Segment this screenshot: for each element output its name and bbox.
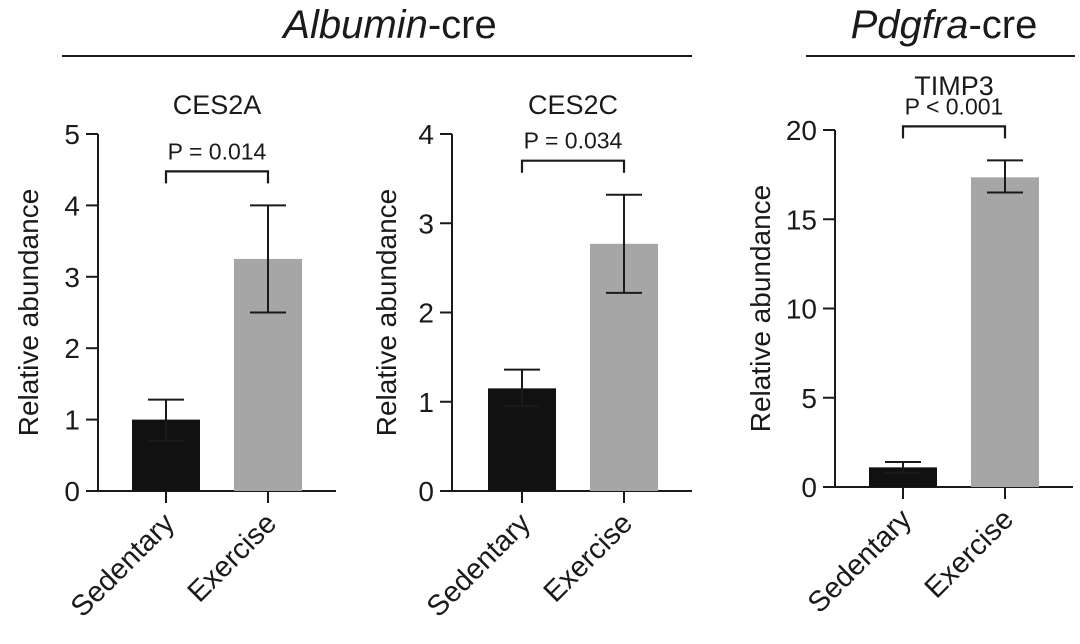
y-tick-label: 4 — [64, 190, 80, 221]
y-tick-label: 5 — [64, 119, 80, 150]
chart-panel-ces2a: CES2A Relative abundance 0 1 2 3 4 5 Sedentary Ex… — [13, 90, 336, 623]
significance-bracket — [901, 125, 1007, 139]
x-tick-label-sedentary: Sedentary — [802, 503, 918, 619]
y-axis-label: Relative abundance — [13, 189, 44, 437]
y-tick-label: 2 — [418, 298, 434, 329]
y-tick-label: 0 — [64, 476, 80, 507]
y-axis-label: Relative abundance — [745, 185, 776, 433]
y-tick-label: 20 — [786, 115, 817, 146]
p-value-annotation: P = 0.014 — [168, 138, 267, 164]
p-value-annotation: P = 0.034 — [524, 128, 623, 154]
y-tick-label: 15 — [786, 204, 817, 235]
x-tick-label-sedentary: Sedentary — [421, 507, 537, 623]
y-tick-label: 1 — [418, 387, 434, 418]
y-tick-label: 5 — [801, 383, 817, 414]
p-value-annotation: P < 0.001 — [905, 93, 1004, 119]
significance-bracket — [520, 159, 626, 173]
group-label-pdgfra-cre: Pdgfra-cre — [851, 3, 1038, 47]
y-tick-label: 2 — [64, 333, 80, 364]
chart-title: CES2C — [528, 90, 618, 120]
y-axis-label: Relative abundance — [371, 189, 402, 437]
x-tick-label-exercise: Exercise — [538, 507, 639, 608]
y-tick-label: 0 — [801, 472, 817, 503]
y-tick-label: 1 — [64, 405, 80, 436]
chart-title: TIMP3 — [914, 71, 994, 101]
x-tick-label-exercise: Exercise — [182, 507, 283, 608]
chart-panel-ces2c: CES2C Relative abundance 0 1 2 3 4 Sedentary Exe… — [371, 90, 692, 623]
x-tick-label-sedentary: Sedentary — [65, 507, 181, 623]
y-tick-label: 10 — [786, 294, 817, 325]
y-tick-label: 0 — [418, 476, 434, 507]
chart-panel-timp3: TIMP3 Relative abundance 0 5 10 15 20 Sedentary… — [745, 71, 1073, 619]
x-tick-label-exercise: Exercise — [919, 503, 1020, 604]
y-tick-label: 3 — [418, 208, 434, 239]
y-tick-label: 3 — [64, 262, 80, 293]
chart-title: CES2A — [173, 90, 262, 120]
group-label-albumin-cre: Albumin-cre — [281, 3, 496, 47]
bar-exercise — [971, 177, 1039, 488]
significance-bracket — [164, 170, 270, 184]
y-tick-label: 4 — [418, 119, 434, 150]
